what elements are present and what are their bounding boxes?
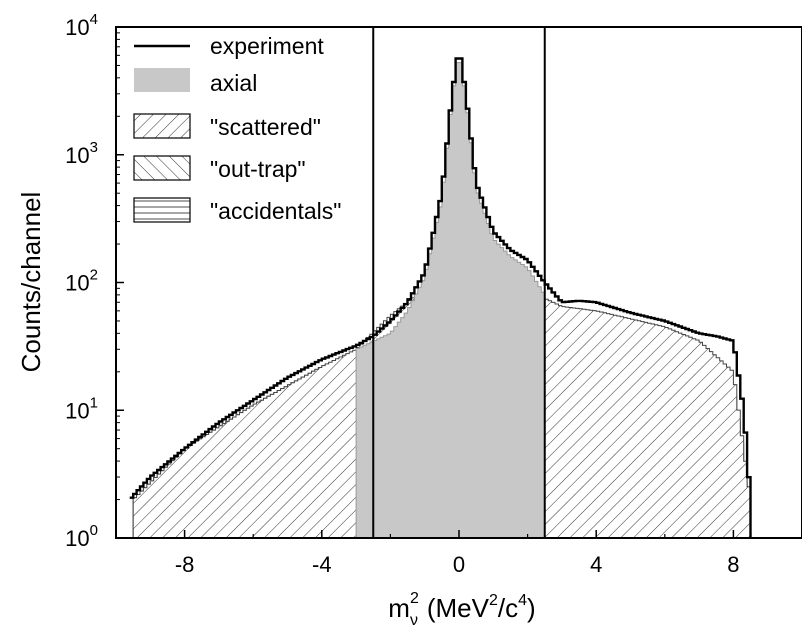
plot-area <box>129 57 752 539</box>
legend-swatch-scattered <box>133 113 191 139</box>
legend-label-out-trap: "out-trap" <box>210 156 306 182</box>
x-tick-label: 0 <box>453 552 465 577</box>
y-axis-title: Counts/channel <box>16 192 46 373</box>
x-tick-label: 8 <box>727 552 739 577</box>
series-experiment <box>129 57 752 539</box>
legend: experiment axial "scattered" "out-trap" … <box>133 33 341 224</box>
x-axis-title: mν2 (MeV2/c4) <box>388 590 535 629</box>
legend-swatch-accidentals <box>133 197 191 223</box>
series-axial <box>355 62 546 539</box>
y-tick-label: 103 <box>65 139 98 168</box>
y-axis: 100 101 102 103 104 <box>65 11 124 551</box>
legend-swatch-out-trap <box>133 155 191 181</box>
y-tick-label: 104 <box>65 11 98 40</box>
x-axis: -8 -4 0 4 8 <box>115 530 802 577</box>
legend-label-axial: axial <box>210 70 257 96</box>
y-tick-label: 102 <box>65 267 98 296</box>
y-tick-label: 101 <box>65 394 98 423</box>
legend-label-experiment: experiment <box>210 33 324 59</box>
x-tick-label: -8 <box>175 552 195 577</box>
y-tick-label: 100 <box>65 522 98 551</box>
legend-label-accidentals: "accidentals" <box>210 198 341 224</box>
legend-label-scattered: "scattered" <box>210 114 321 140</box>
vertical-markers <box>372 27 546 538</box>
x-tick-label: -4 <box>312 552 332 577</box>
x-tick-label: 4 <box>590 552 602 577</box>
legend-swatch-axial <box>134 68 190 92</box>
